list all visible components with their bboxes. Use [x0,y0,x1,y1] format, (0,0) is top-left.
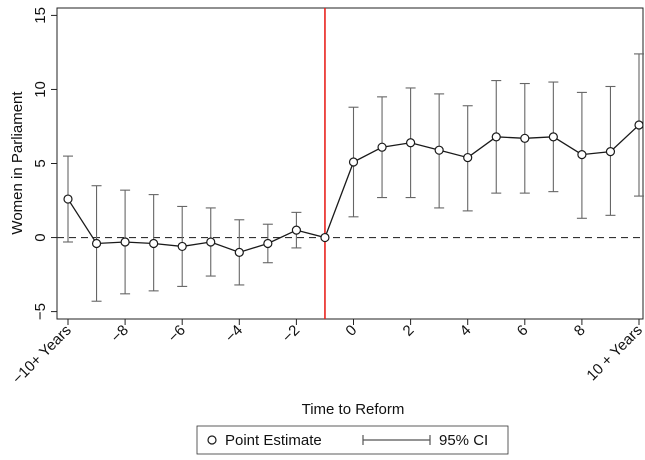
point-estimate-marker [149,238,159,249]
point-estimate-marker [320,232,330,243]
plot-area: −5 0 5 10 15 −10+ Years −8 −6 −4 −2 0 2 4 6 810 + Year… [9,7,645,387]
point-estimate-marker [91,238,102,249]
legend: Point Estimate 95% CI [196,425,509,455]
x-tick-label: 0 [342,322,360,340]
point-estimate-marker [577,150,587,160]
legend-point-label: Point Estimate [225,432,322,449]
point-estimate-marker [120,237,130,247]
point-estimate-marker [291,225,301,235]
x-tick-label: −4 [222,322,246,346]
point-estimate-marker [177,241,187,252]
point-estimate-marker [491,132,501,142]
point-estimate-marker [634,120,644,130]
y-tick-label: 5 [32,159,49,167]
legend-box [196,425,509,455]
y-axis-title: Women in Parliament [9,91,26,235]
point-estimate-marker [234,247,244,257]
point-estimate-marker [377,142,387,152]
legend-point-marker [207,435,217,445]
x-tick-label: 6 [514,322,532,340]
point-estimate-marker [548,132,558,142]
legend-ci-label: 95% CI [439,432,488,449]
x-tick-label: 10 + Years [583,322,645,384]
point-estimate-marker [348,157,359,167]
point-estimate-marker [463,152,473,163]
x-tick-label: 4 [457,322,475,340]
x-tick-label: −2 [279,322,303,346]
x-tick-label: −10+ Years [9,322,75,388]
x-tick-label: −8 [108,322,132,346]
x-axis-title: Time to Reform [302,401,405,418]
point-estimate-marker [63,194,73,204]
point-estimate-marker [406,138,416,148]
x-tick-label: 2 [400,322,418,340]
point-estimate-marker [605,147,616,157]
y-tick-label: 15 [32,7,49,24]
x-tick-label: −6 [165,322,189,346]
y-tick-label: 10 [32,81,49,98]
x-tick-label: 8 [571,322,589,340]
point-estimate-marker [520,133,530,143]
point-estimate-marker [206,237,216,247]
point-estimate-marker [263,238,273,249]
point-estimate-marker [434,145,444,155]
y-tick-label: −5 [32,303,49,320]
y-tick-label: 0 [32,233,49,241]
